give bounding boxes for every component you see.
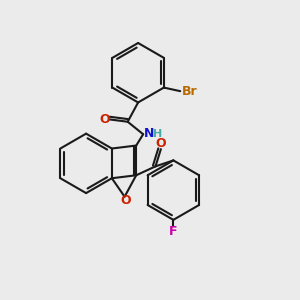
Text: O: O bbox=[121, 194, 131, 207]
Text: H: H bbox=[153, 129, 162, 139]
Text: F: F bbox=[169, 225, 178, 238]
Text: O: O bbox=[100, 113, 110, 126]
Text: O: O bbox=[156, 137, 166, 150]
Text: Br: Br bbox=[182, 85, 197, 98]
Text: N: N bbox=[144, 127, 155, 140]
